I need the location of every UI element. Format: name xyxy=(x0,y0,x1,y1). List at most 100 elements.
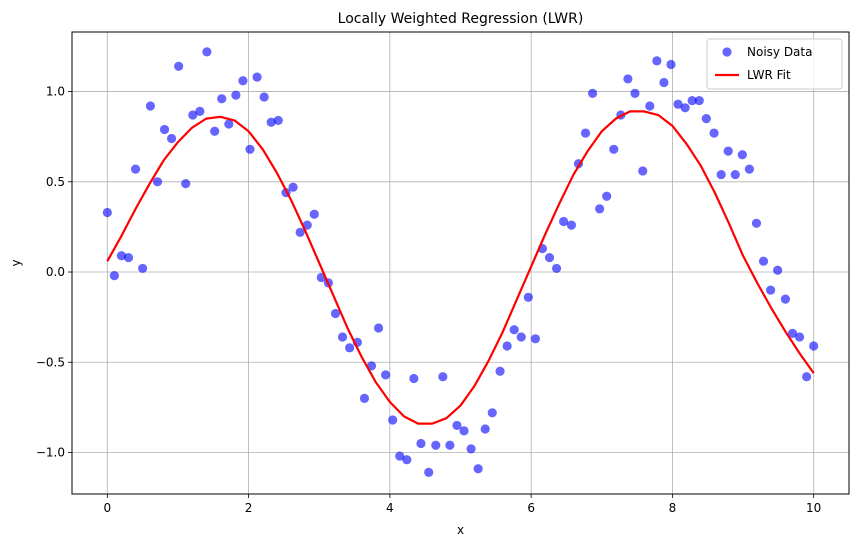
data-point xyxy=(716,169,726,180)
data-point xyxy=(188,110,198,120)
data-point xyxy=(330,308,341,319)
data-point xyxy=(402,455,412,465)
data-point xyxy=(373,323,384,333)
data-point xyxy=(252,72,262,82)
data-point xyxy=(765,285,776,295)
data-point xyxy=(459,426,469,436)
data-point xyxy=(473,464,483,474)
axes-ticks: 0 2 4 6 8 10 −1.0 −0.5 0.0 0.5 1.0 xyxy=(36,85,821,515)
legend-label-lwr-fit: LWR Fit xyxy=(747,68,791,82)
data-point xyxy=(166,133,177,144)
data-point xyxy=(780,294,791,304)
data-point xyxy=(381,370,391,380)
lwr-fit-line xyxy=(106,110,815,425)
legend-box xyxy=(706,38,843,90)
data-point xyxy=(424,467,434,477)
data-point xyxy=(210,126,220,136)
x-tick-label: 10 xyxy=(806,501,821,515)
data-point xyxy=(109,271,119,281)
data-point xyxy=(259,92,269,102)
data-point xyxy=(495,366,505,376)
data-point xyxy=(452,420,462,431)
data-point xyxy=(773,265,783,275)
data-point xyxy=(680,103,690,113)
data-point xyxy=(295,227,305,237)
data-point xyxy=(487,408,497,418)
data-point xyxy=(359,393,370,403)
data-point xyxy=(231,90,241,100)
data-point xyxy=(516,332,526,342)
grid xyxy=(72,32,849,494)
data-point xyxy=(701,114,711,124)
data-point xyxy=(431,440,441,450)
data-point xyxy=(523,292,533,302)
data-point xyxy=(645,101,655,111)
data-point xyxy=(309,209,319,219)
data-point xyxy=(416,438,426,449)
data-point xyxy=(480,424,490,434)
data-point xyxy=(638,166,648,176)
data-point xyxy=(116,251,127,261)
data-point xyxy=(630,88,640,98)
data-point xyxy=(559,216,569,227)
data-point xyxy=(174,61,184,71)
data-point xyxy=(181,178,191,189)
data-point xyxy=(145,101,156,111)
data-point xyxy=(802,372,812,382)
data-point xyxy=(152,177,163,187)
y-tick-label: −1.0 xyxy=(36,445,65,459)
data-point xyxy=(687,95,697,106)
data-point xyxy=(809,341,819,351)
data-point xyxy=(224,119,234,129)
data-point xyxy=(566,220,576,230)
x-tick-label: 2 xyxy=(245,501,253,515)
y-axis-label: y xyxy=(9,259,23,266)
legend-label-noisy-data: Noisy Data xyxy=(747,45,812,59)
data-point xyxy=(544,252,555,263)
data-point xyxy=(159,124,170,135)
data-point xyxy=(245,144,255,154)
data-point xyxy=(217,94,227,104)
data-point xyxy=(395,451,405,461)
data-point xyxy=(288,182,298,192)
plot-frame xyxy=(71,31,850,495)
x-tick-label: 8 xyxy=(669,501,677,515)
data-point xyxy=(758,256,769,266)
data-point xyxy=(580,128,591,138)
data-point xyxy=(587,88,598,98)
data-point xyxy=(609,144,619,154)
y-tick-label: 1.0 xyxy=(46,85,65,99)
data-point xyxy=(787,328,798,338)
data-point xyxy=(723,146,733,156)
y-tick-label: 0.5 xyxy=(46,175,65,189)
x-tick-label: 6 xyxy=(527,501,535,515)
data-point xyxy=(238,76,248,86)
data-point xyxy=(652,56,662,66)
x-axis-label: x xyxy=(457,523,464,537)
data-point xyxy=(595,204,605,214)
x-tick-label: 4 xyxy=(386,501,394,515)
data-point xyxy=(195,106,205,117)
data-point xyxy=(409,373,419,384)
data-point xyxy=(551,263,562,274)
data-point xyxy=(138,263,148,274)
data-point xyxy=(530,334,540,344)
data-point xyxy=(730,169,740,180)
plot-area xyxy=(102,47,819,477)
data-point xyxy=(345,343,355,353)
data-point xyxy=(659,77,669,88)
data-point xyxy=(266,117,276,127)
chart-title: Locally Weighted Regression (LWR) xyxy=(338,11,584,27)
data-point xyxy=(694,95,704,106)
y-tick-label: −0.5 xyxy=(36,355,65,369)
data-point xyxy=(737,150,747,160)
data-point xyxy=(388,415,398,425)
data-point xyxy=(337,332,348,342)
data-point xyxy=(666,59,676,70)
data-point xyxy=(751,218,762,228)
data-point xyxy=(102,207,112,218)
data-point xyxy=(445,440,455,450)
legend-marker-noisy-data xyxy=(722,47,732,57)
